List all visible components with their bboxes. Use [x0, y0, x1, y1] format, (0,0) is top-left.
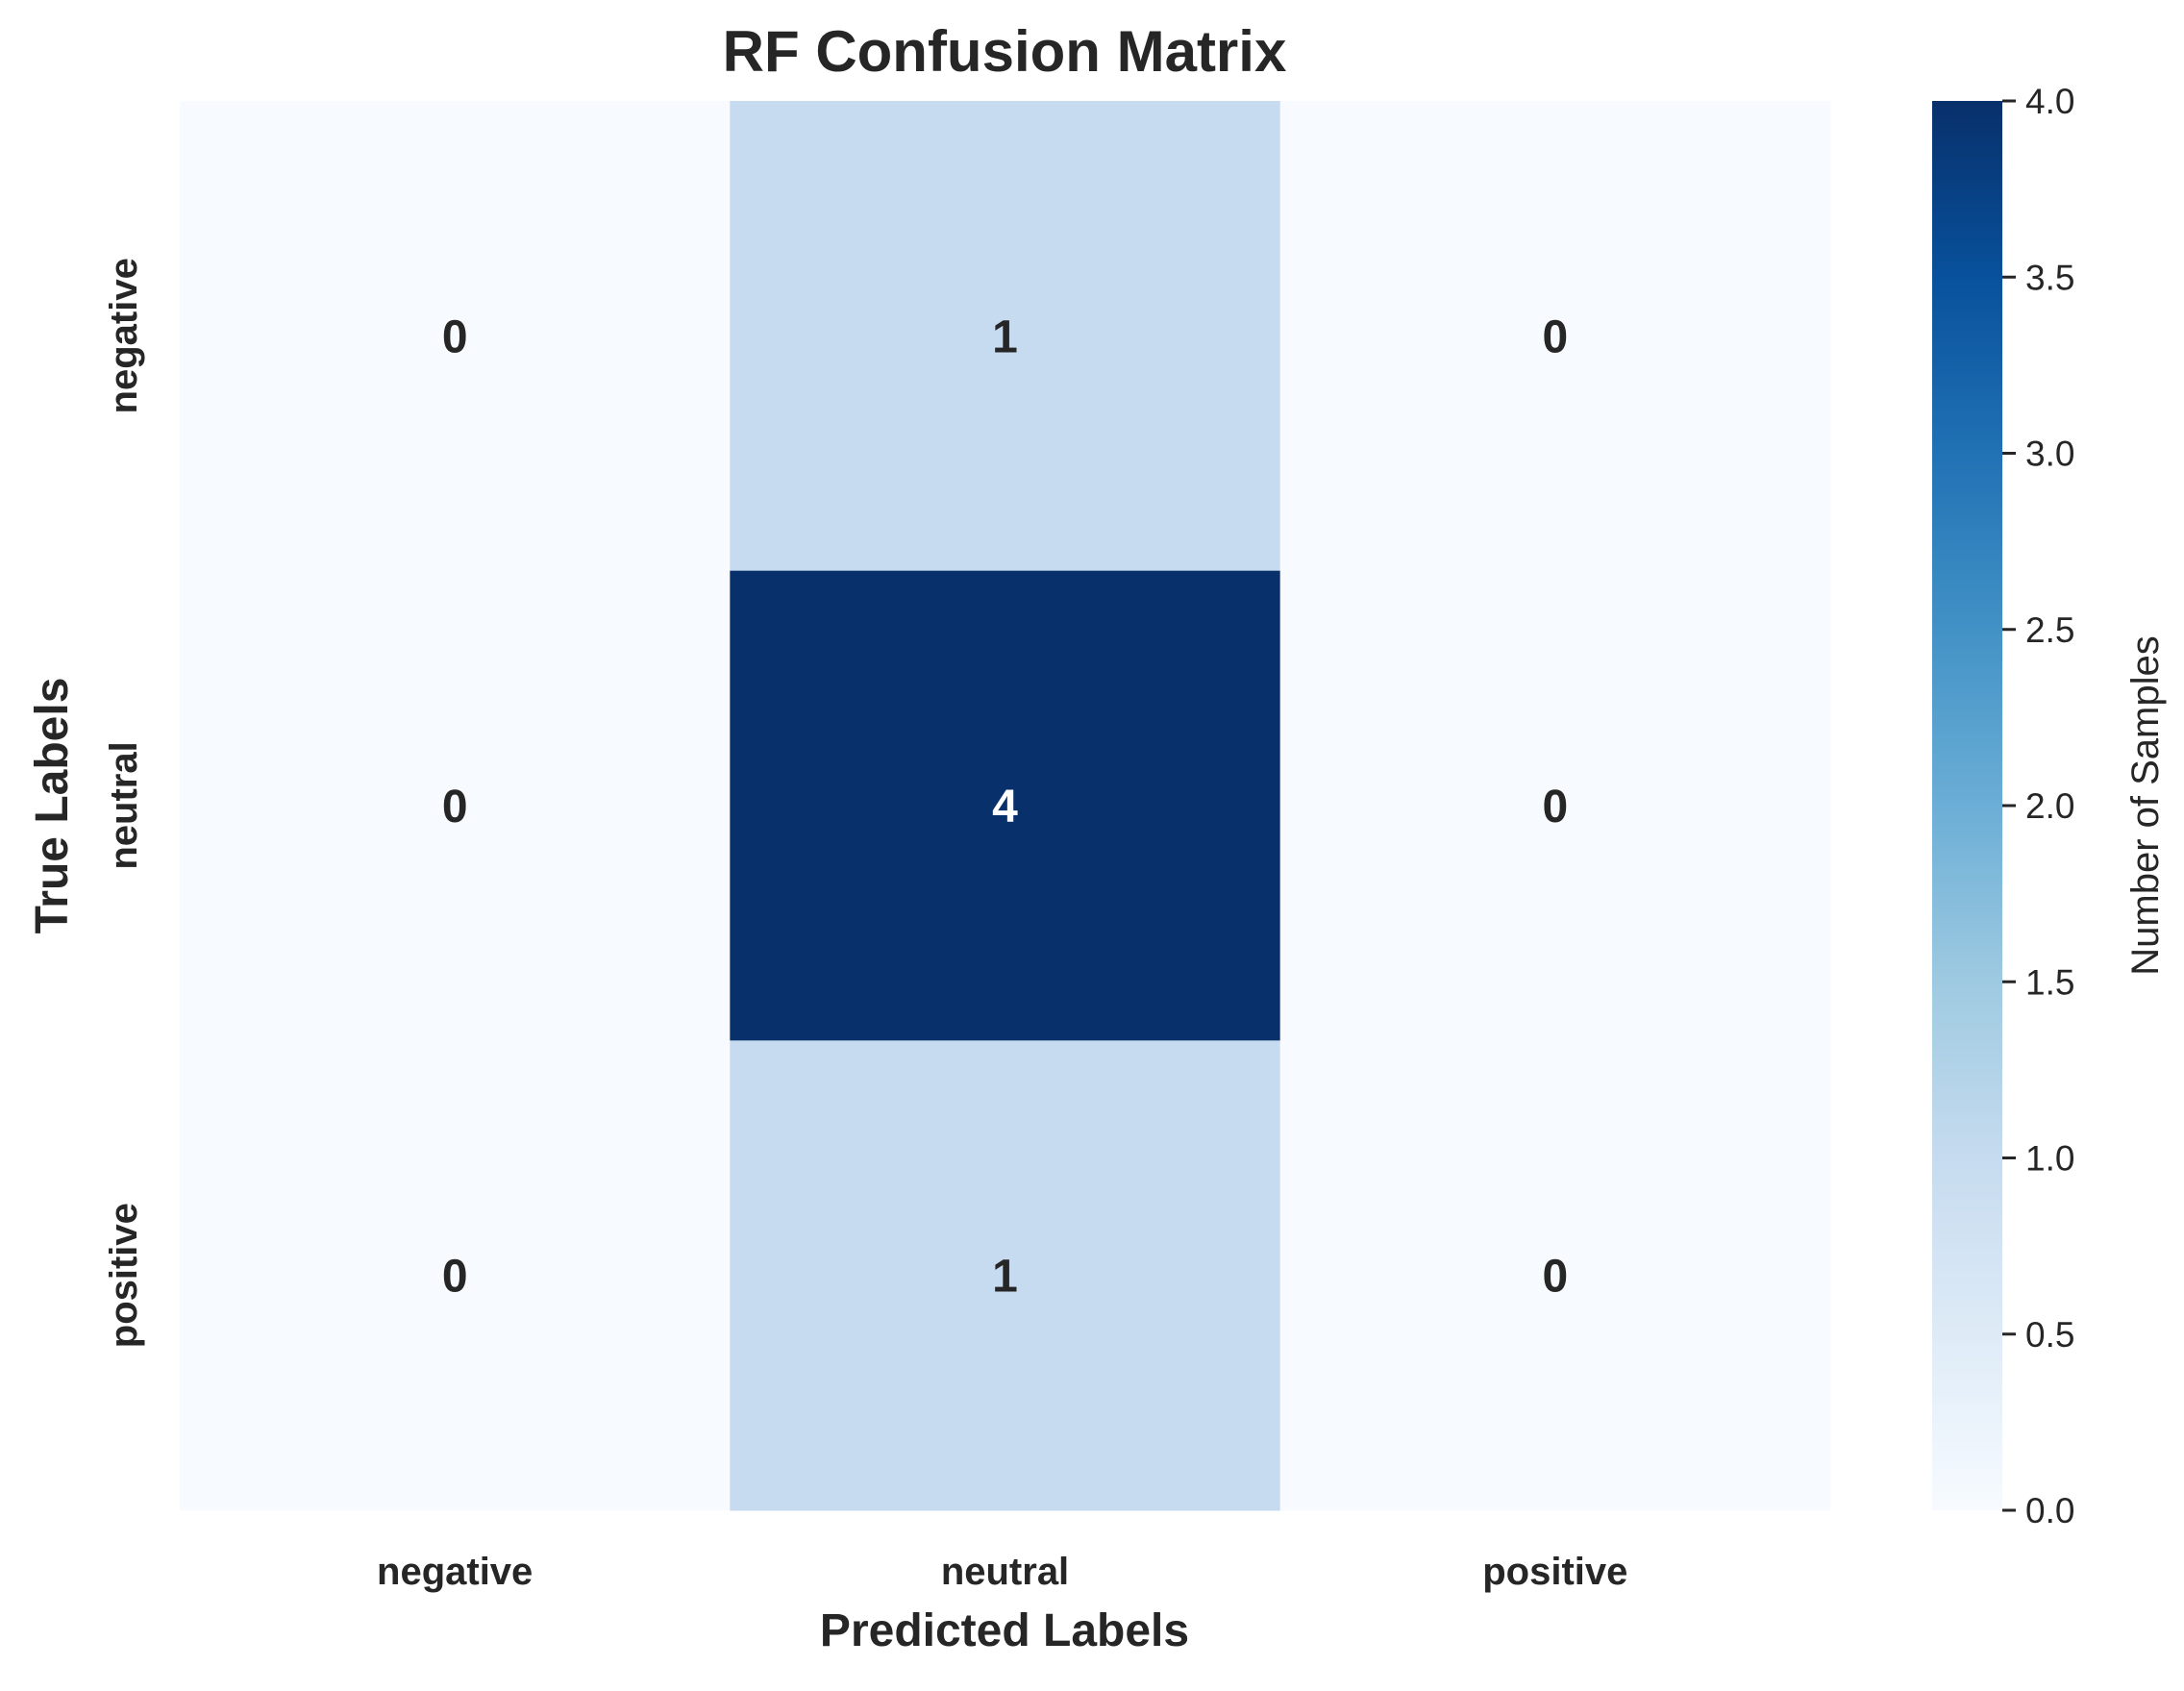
heatmap-annotations: 0 1 0 0 4 0 0 1 0 [442, 311, 1568, 1302]
cell-value-label: 0 [442, 311, 468, 362]
cell-value-label: 1 [992, 311, 1018, 362]
x-tick-labels: negative neutral positive [377, 1551, 1627, 1593]
heatmap-cell [180, 1040, 731, 1511]
heatmap-cell [730, 101, 1281, 572]
y-tick-label: positive [103, 1203, 145, 1348]
colorbar-tick-label: 2.5 [2025, 610, 2074, 650]
chart-title: RF Confusion Matrix [723, 19, 1287, 84]
colorbar-ticks: 0.0 0.5 1.0 1.5 2.0 2.5 3.0 3.5 4.0 [2002, 82, 2074, 1530]
heatmap-cell [1279, 101, 1831, 572]
cell-value-label: 0 [442, 782, 468, 833]
heatmap-cell [1279, 1040, 1831, 1511]
heatmap-cell [180, 101, 731, 572]
y-tick-label: negative [103, 258, 145, 413]
cell-value-label: 0 [1542, 311, 1568, 362]
colorbar-tick-label: 1.0 [2025, 1139, 2074, 1179]
y-tick-labels: negative neutral positive [103, 258, 145, 1348]
cell-value-label: 0 [1542, 1252, 1568, 1303]
x-tick-label: negative [377, 1551, 533, 1593]
colorbar-tick-label: 0.5 [2025, 1315, 2074, 1355]
heatmap-cells [180, 101, 1831, 1511]
colorbar-tick-label: 1.5 [2025, 962, 2074, 1002]
cell-value-label: 0 [442, 1252, 468, 1303]
heatmap-cell [1279, 570, 1831, 1041]
colorbar [1932, 101, 2002, 1510]
colorbar-tick-label: 3.5 [2025, 258, 2074, 297]
colorbar-tick-label: 2.0 [2025, 786, 2074, 826]
cell-value-label: 0 [1542, 782, 1568, 833]
colorbar-tick-label: 3.0 [2025, 435, 2074, 474]
cell-value-label: 4 [992, 782, 1018, 833]
cell-value-label: 1 [992, 1252, 1018, 1303]
y-tick-label: neutral [103, 741, 145, 869]
x-tick-label: neutral [941, 1551, 1069, 1593]
heatmap-cell [730, 1040, 1281, 1511]
y-axis-label: True Labels [27, 678, 78, 934]
x-axis-label: Predicted Labels [820, 1605, 1189, 1656]
colorbar-tick-label: 4.0 [2025, 82, 2074, 121]
colorbar-tick-label: 0.0 [2025, 1491, 2074, 1530]
heatmap-cell [180, 570, 731, 1041]
x-tick-label: positive [1482, 1551, 1627, 1593]
colorbar-label: Number of Samples [2124, 635, 2167, 975]
heatmap-cell [730, 570, 1281, 1041]
